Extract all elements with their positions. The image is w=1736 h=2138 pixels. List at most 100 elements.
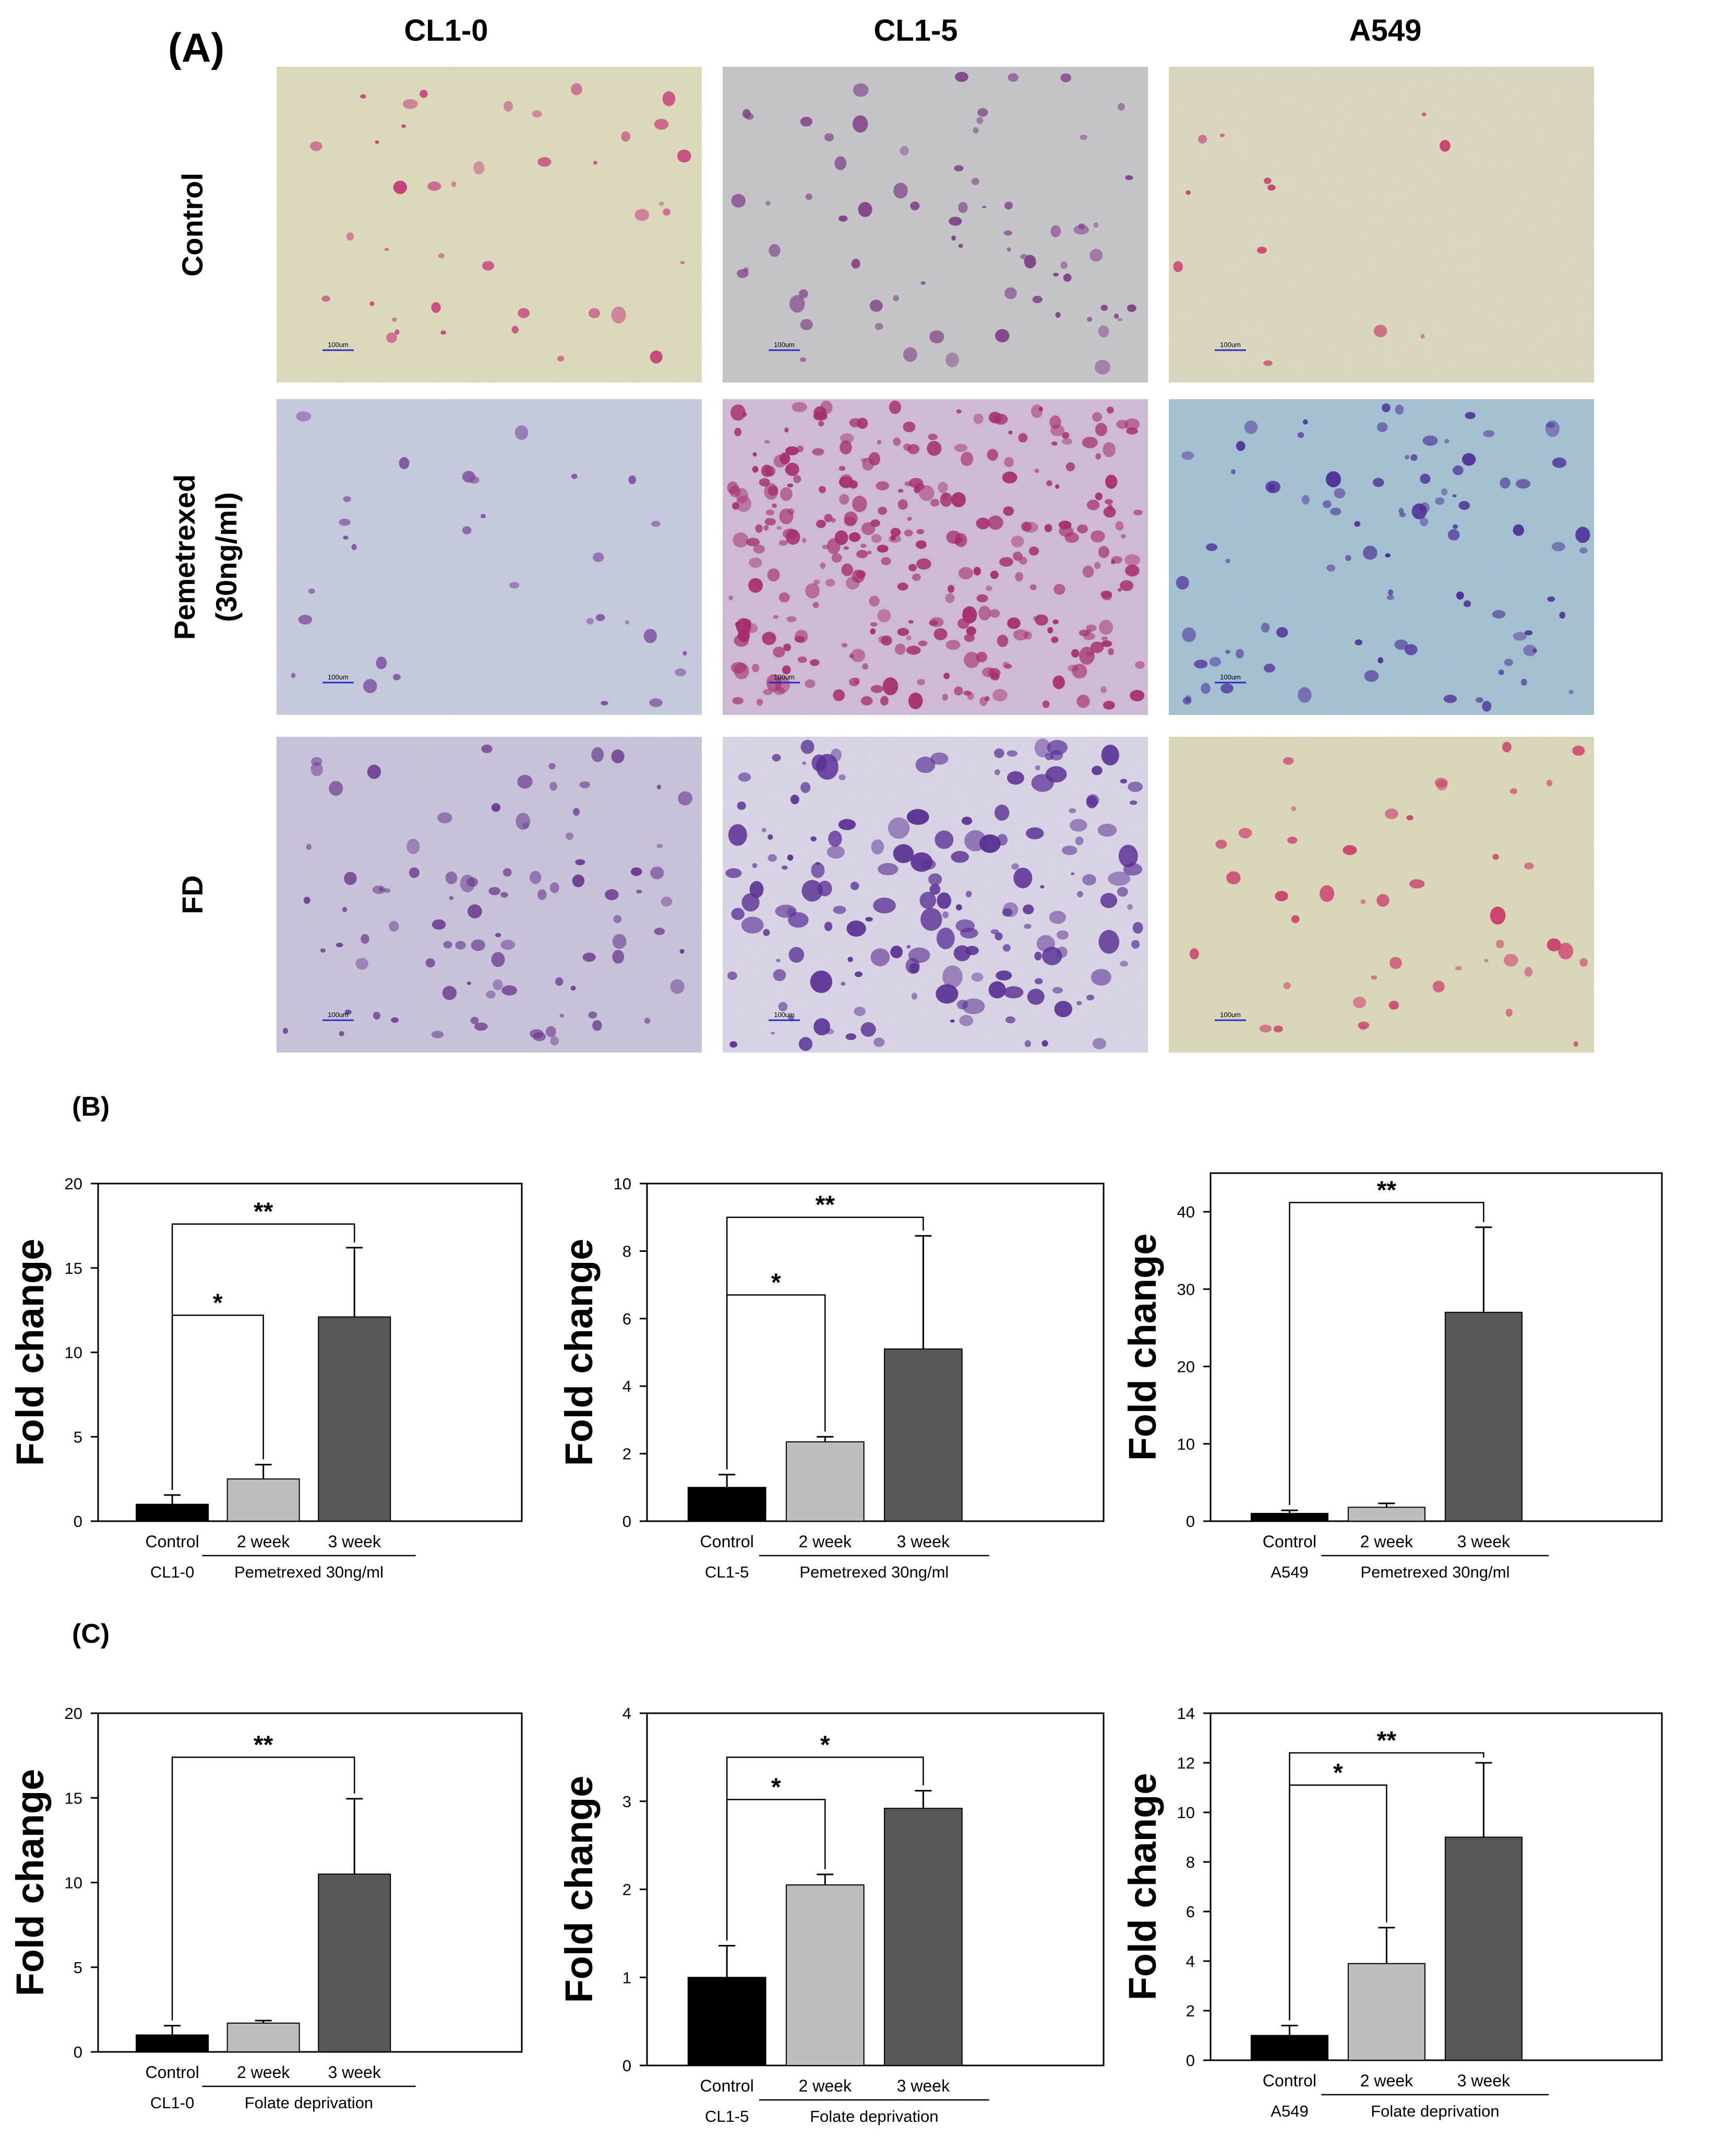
- stained-cell: [1360, 899, 1366, 904]
- stained-cell: [773, 969, 786, 982]
- panel-a-micrographs: (A) CL1-0 CL1-5 A549 Control Pemetrexed (30ng/…: [168, 14, 1594, 1053]
- stained-cell: [1552, 457, 1566, 468]
- stained-cell: [1013, 629, 1028, 641]
- stained-cell: [965, 891, 972, 898]
- bar-control: [687, 1977, 767, 2066]
- stained-cell: [282, 1028, 289, 1034]
- stained-cell: [990, 570, 999, 579]
- y-tick-label: 40: [1177, 1203, 1195, 1221]
- stained-cell: [367, 765, 381, 779]
- bar-3-week: [1444, 1311, 1523, 1522]
- stained-cell: [732, 697, 744, 704]
- plot-frame: [1210, 1172, 1663, 1522]
- stained-cell: [1334, 488, 1346, 498]
- y-tick-label: 4: [1186, 1952, 1195, 1970]
- stained-cell: [988, 981, 1006, 999]
- stained-cell: [612, 934, 627, 949]
- stained-cell: [1063, 273, 1072, 282]
- x-tick-label: Control: [1263, 2071, 1316, 2090]
- stained-cell: [857, 417, 868, 429]
- stained-cell: [1545, 420, 1560, 437]
- stained-cell: [986, 586, 992, 591]
- stained-cell: [1410, 454, 1418, 461]
- stained-cell: [768, 834, 773, 840]
- stained-cell: [1021, 521, 1032, 532]
- stained-cell: [1124, 554, 1141, 566]
- plot-frame: [97, 1712, 523, 2053]
- stained-cell: [661, 897, 673, 907]
- stained-cell: [897, 488, 904, 493]
- bar-3-week: [884, 1808, 963, 2066]
- x-tick-label: 3 week: [328, 2063, 381, 2082]
- stained-cell: [973, 127, 979, 134]
- stained-cell: [1182, 697, 1192, 705]
- group-label-treatment: Pemetrexed 30ng/ml: [1360, 1563, 1510, 1581]
- stained-cell: [800, 319, 813, 330]
- panel-label-b: (B): [72, 1092, 110, 1122]
- stained-cell: [1031, 774, 1054, 792]
- stained-cell: [732, 502, 739, 510]
- stained-cell: [945, 593, 955, 603]
- stained-cell: [935, 830, 954, 849]
- y-tick-label: 6: [1186, 1903, 1195, 1921]
- stained-cell: [839, 494, 849, 505]
- stained-cell: [303, 897, 310, 904]
- stained-cell: [907, 517, 912, 521]
- stained-cell: [1051, 441, 1058, 446]
- scale-bar-label: 100um: [1220, 673, 1241, 681]
- scale-bar-label: 100um: [328, 341, 349, 349]
- stained-cell: [812, 602, 819, 608]
- stained-cell: [870, 685, 883, 694]
- row-label-line: (30ng/ml): [210, 492, 243, 622]
- stained-cell: [1513, 632, 1527, 641]
- stained-cell: [1558, 942, 1573, 960]
- stained-cell: [845, 1033, 857, 1041]
- stained-cell: [1101, 745, 1119, 766]
- stained-cell: [847, 957, 853, 962]
- stained-cell: [343, 535, 349, 540]
- stained-cell: [785, 467, 792, 473]
- stained-cell: [848, 532, 861, 542]
- stained-cell: [1409, 879, 1425, 889]
- stained-cell: [853, 83, 869, 97]
- stained-cell: [820, 562, 826, 569]
- y-tick-label: 1: [622, 1968, 631, 1987]
- stained-cell: [964, 634, 975, 642]
- stained-cell: [860, 696, 873, 706]
- significance-marker: *: [1333, 1759, 1343, 1787]
- stained-cell: [752, 663, 760, 673]
- stained-cell: [893, 183, 908, 199]
- stained-cell: [346, 232, 354, 241]
- stained-cell: [1244, 420, 1258, 434]
- stained-cell: [537, 157, 552, 167]
- stained-cell: [994, 748, 1004, 758]
- stained-cell: [1276, 627, 1288, 638]
- stained-cell: [1219, 133, 1225, 137]
- stained-cell: [680, 261, 685, 265]
- stained-cell: [437, 812, 452, 823]
- micrograph-texture: [723, 67, 1148, 383]
- stained-cell: [504, 101, 513, 112]
- stained-cell: [445, 871, 458, 885]
- stained-cell: [862, 663, 868, 670]
- stained-cell: [976, 652, 988, 663]
- y-tick-label: 10: [65, 1874, 82, 1892]
- y-tick-label: 10: [614, 1175, 631, 1193]
- stained-cell: [1118, 844, 1138, 867]
- y-tick-label: 10: [65, 1344, 82, 1362]
- stained-cell: [1087, 499, 1100, 510]
- stained-cell: [930, 498, 940, 507]
- stained-cell: [376, 656, 387, 670]
- stained-cell: [572, 874, 585, 887]
- stained-cell: [824, 133, 834, 141]
- stained-cell: [916, 558, 931, 570]
- stained-cell: [1521, 678, 1527, 686]
- stained-cell: [656, 843, 663, 849]
- stained-cell: [529, 870, 542, 884]
- stained-cell: [466, 981, 471, 985]
- row-label-2: Pemetrexed (30ng/ml): [168, 474, 243, 640]
- stained-cell: [958, 201, 968, 213]
- stained-cell: [779, 540, 788, 546]
- stained-cell: [906, 646, 921, 655]
